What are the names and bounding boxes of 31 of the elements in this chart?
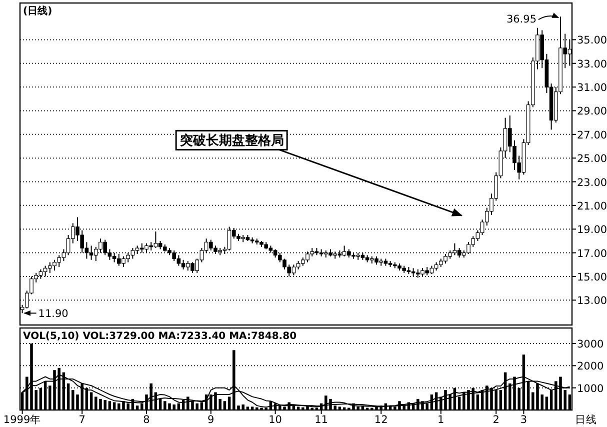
chart-title: (日线) — [23, 5, 52, 17]
y-tick-label: 25.00 — [577, 153, 607, 166]
x-tick-label: 3 — [520, 414, 528, 426]
x-tick-label: 11 — [314, 414, 328, 426]
annotation: 11.90 — [38, 308, 68, 320]
y-tick-label: 23.00 — [577, 176, 607, 189]
chart-title: VOL(5,10) VOL:3729.00 MA:7233.40 MA:7848.80 — [23, 331, 297, 342]
y-tick-label: 35.00 — [577, 34, 607, 47]
x-tick-label: 1 — [438, 414, 444, 426]
x-axis-title: 日线 — [575, 413, 597, 426]
x-tick-label: 8 — [143, 414, 150, 426]
x-tick-label: 9 — [208, 414, 214, 426]
y-tick-label: 17.00 — [577, 248, 607, 260]
y-tick-label: 27.00 — [577, 129, 607, 142]
x-tick-label: 1999年 — [3, 414, 42, 426]
y-tick-label: 29.00 — [577, 106, 607, 118]
y-tick-label: 33.00 — [577, 58, 607, 70]
y-tick-label: 21.00 — [577, 200, 607, 212]
y-tick-label: 2000 — [577, 360, 604, 373]
y-tick-label: 3000 — [577, 338, 604, 351]
x-tick-label: 10 — [268, 414, 282, 426]
annotation: 36.95 — [506, 14, 536, 26]
y-tick-label: 15.00 — [577, 271, 607, 284]
x-tick-label: 7 — [78, 414, 86, 426]
x-tick-label: 12 — [374, 414, 388, 426]
x-tick-label: 2 — [492, 414, 500, 426]
y-tick-label: 19.00 — [577, 224, 607, 236]
y-tick-label: 13.00 — [577, 295, 607, 308]
annotation: 突破长期盘整格局 — [179, 132, 284, 148]
y-tick-label: 31.00 — [577, 82, 607, 94]
y-tick-label: 1000 — [577, 382, 604, 395]
